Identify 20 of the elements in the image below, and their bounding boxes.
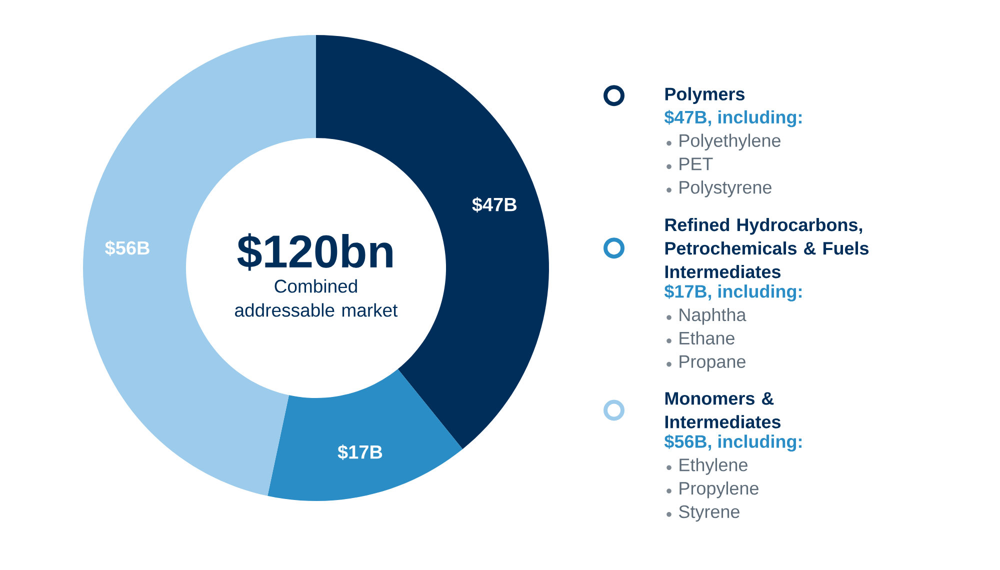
text: Polyethylene bbox=[680, 134, 780, 151]
text: $47B, including: bbox=[664, 110, 802, 128]
text: $56B, including: bbox=[664, 434, 802, 452]
text: Naphtha bbox=[680, 308, 746, 325]
data-label: $47B bbox=[472, 196, 516, 212]
data-label: $56B bbox=[105, 240, 150, 256]
text: Combined addressable market bbox=[235, 279, 398, 317]
text: Propylene bbox=[680, 481, 758, 498]
text: $120bn bbox=[237, 233, 392, 271]
text: $17B, including: bbox=[664, 284, 802, 302]
legend-label: Polymers bbox=[665, 87, 745, 104]
legend-label: Monomers & Intermediates bbox=[665, 392, 781, 428]
text: Ethylene bbox=[680, 458, 748, 475]
text: Propane bbox=[680, 355, 746, 372]
legend-label: Refined Hydrocarbons, Petrochemicals & Fuels Intermediates bbox=[665, 218, 869, 278]
text: Styrene bbox=[679, 505, 740, 522]
data-label: $17B bbox=[338, 444, 382, 460]
text: Ethane bbox=[680, 331, 734, 345]
text: PET bbox=[680, 158, 713, 170]
text: Polystyrene bbox=[680, 180, 772, 198]
